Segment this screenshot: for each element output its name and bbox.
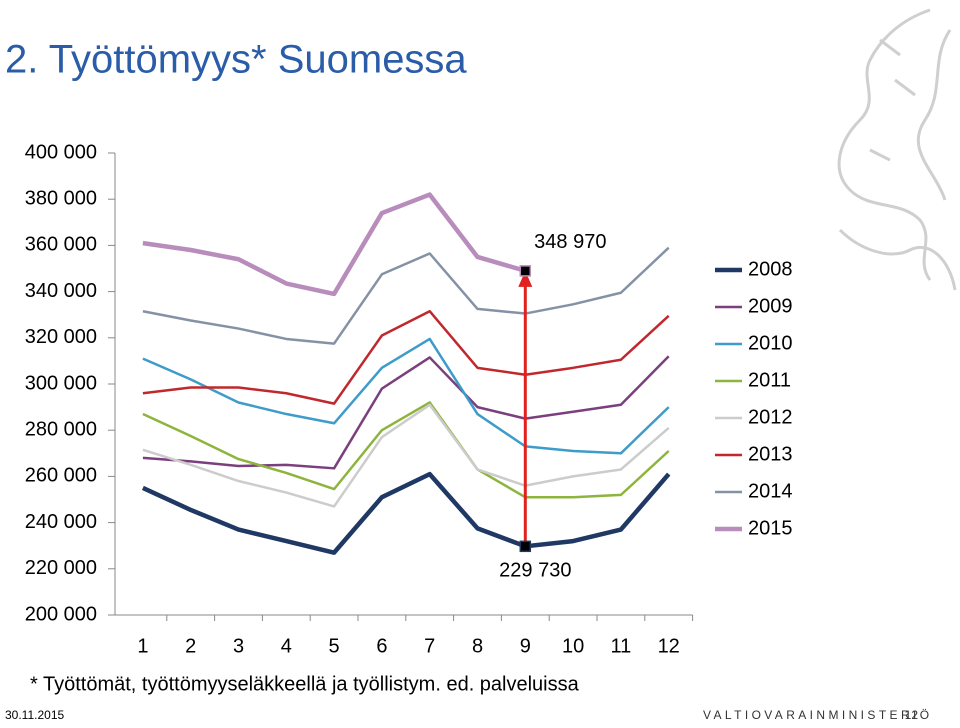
- y-tick-label: 220 000: [25, 557, 97, 579]
- legend-label: 2011: [748, 369, 791, 391]
- footnote: * Työttömät, työttömyyseläkkeellä ja työ…: [30, 673, 580, 695]
- x-tick-label: 8: [472, 635, 483, 657]
- x-tick-label: 11: [611, 635, 632, 657]
- legend-label: 2015: [748, 517, 793, 539]
- y-tick-label: 260 000: [25, 465, 97, 487]
- x-tick-label: 10: [562, 635, 584, 657]
- series-line: [141, 471, 671, 555]
- series-line: [142, 355, 670, 470]
- y-tick-label: 300 000: [25, 372, 97, 394]
- x-tick-label: 5: [329, 635, 340, 657]
- x-tick-label: 9: [520, 635, 531, 657]
- legend-label: 2009: [748, 295, 793, 317]
- legend-label: 2012: [748, 406, 793, 428]
- x-tick-label: 2: [185, 635, 196, 657]
- series-line: [142, 246, 670, 345]
- date: 30.11.2015: [5, 708, 64, 722]
- y-tick-label: 380 000: [25, 187, 97, 209]
- series-line: [142, 192, 526, 297]
- y-tick-label: 340 000: [25, 280, 97, 302]
- y-tick-label: 200 000: [25, 603, 97, 625]
- series-line: [142, 309, 670, 405]
- arrow-head: [518, 270, 533, 287]
- organization: VALTIOVARAINMINISTERIÖ: [703, 708, 933, 722]
- data-label: 229 730: [499, 560, 571, 582]
- chart-title: 2. Työttömyys* Suomessa: [5, 38, 467, 82]
- series-line: [142, 401, 670, 499]
- x-tick-label: 6: [376, 635, 387, 657]
- page-number: 12: [905, 708, 919, 722]
- y-tick-label: 320 000: [25, 326, 97, 348]
- legend-label: 2014: [748, 480, 793, 502]
- legend-label: 2013: [748, 443, 793, 465]
- x-tick-label: 1: [137, 635, 148, 657]
- data-label: 348 970: [534, 231, 606, 253]
- series-line: [142, 337, 670, 455]
- point-marker: [519, 540, 532, 553]
- legend-label: 2008: [748, 258, 793, 280]
- x-tick-label: 4: [281, 635, 292, 657]
- x-tick-label: 12: [658, 635, 680, 657]
- y-tick-label: 240 000: [25, 511, 97, 533]
- point-marker: [519, 265, 532, 277]
- y-tick-label: 400 000: [25, 141, 97, 163]
- legend-label: 2010: [748, 332, 793, 354]
- y-tick-label: 280 000: [25, 418, 97, 440]
- x-tick-label: 7: [424, 635, 435, 657]
- logo: [837, 8, 957, 291]
- y-tick-label: 360 000: [25, 234, 97, 256]
- x-tick-label: 3: [233, 635, 244, 657]
- series-line: [142, 403, 670, 508]
